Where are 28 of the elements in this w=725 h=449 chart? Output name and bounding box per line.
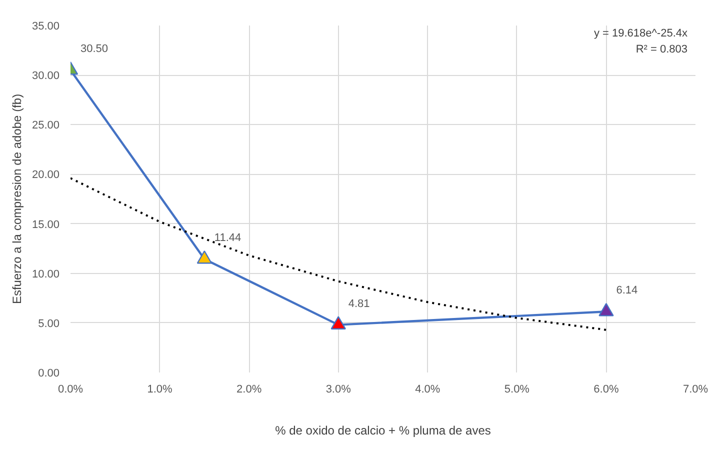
line-series (70, 177, 608, 331)
annotation: y = 19.618e^-25.4x (594, 28, 688, 40)
x-tick-label: 0.0% (58, 384, 84, 396)
data-label: 30.50 (80, 43, 108, 56)
y-tick-label: 25.00 (32, 120, 60, 132)
y-tick-label: 30.00 (32, 70, 60, 82)
x-tick-label: 7.0% (682, 384, 708, 396)
point (196, 250, 212, 264)
y-tick-label: 10.00 (32, 268, 60, 280)
data-label: 4.81 (348, 298, 370, 310)
point (598, 302, 614, 316)
y-tick-label: 20.00 (32, 169, 60, 182)
y-tick-label: 35.00 (32, 20, 60, 32)
annotation: R² = 0.803 (636, 44, 688, 56)
x-tick-label: 4.0% (415, 384, 440, 396)
point (330, 316, 346, 330)
x-tick-label: 3.0% (326, 384, 352, 396)
y-tick-label: 15.00 (32, 218, 60, 231)
y-tick-label: 0.00 (38, 368, 60, 380)
x-tick-label: 1.0% (147, 384, 173, 396)
x-tick-label: 5.0% (504, 384, 530, 396)
x-tick-label: 2.0% (236, 384, 262, 396)
data-label: 11.44 (214, 232, 242, 244)
y-axis-title: Esfuerzo a la compresion de adobe (fb) (10, 94, 24, 304)
data-label: 6.14 (616, 284, 638, 297)
x-axis-title: % de oxido de calcio + % pluma de aves (275, 424, 491, 438)
x-tick-label: 6.0% (594, 384, 619, 396)
y-tick-label: 5.00 (38, 318, 60, 330)
